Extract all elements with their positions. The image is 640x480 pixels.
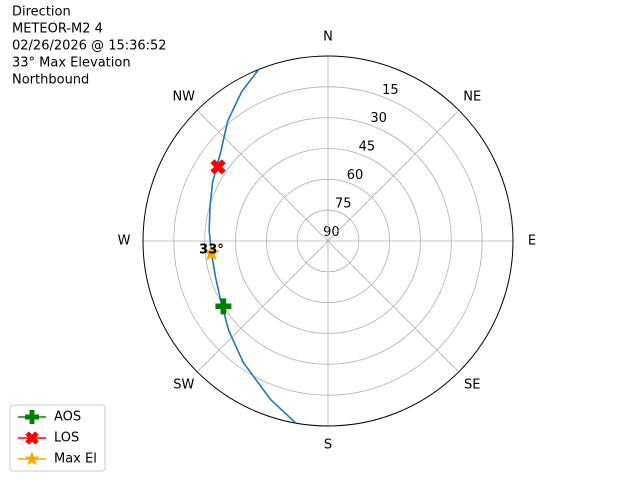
annotation: 33° [199, 243, 224, 258]
title-line: 02/26/2026 @ 15:36:52 [12, 39, 167, 54]
legend-marker [25, 410, 39, 424]
marker [203, 244, 220, 261]
theta-tick-label: E [528, 234, 536, 249]
r-tick-label: 30 [370, 111, 387, 126]
theta-tick-label: S [324, 438, 332, 453]
legend-label: Max El [54, 452, 97, 467]
grid-spoke [196, 240, 329, 373]
theta-tick-label: NE [463, 89, 481, 104]
legend-marker [25, 431, 39, 445]
r-tick-label: 15 [382, 83, 399, 98]
legend-label: AOS [54, 410, 81, 425]
r-tick-label: 90 [323, 225, 340, 240]
marker [215, 298, 232, 315]
title-line: 33° Max Elevation [12, 56, 131, 71]
legend-label: LOS [54, 431, 79, 446]
plot-border [142, 55, 514, 427]
legend-marker [24, 451, 40, 466]
r-tick-label: 75 [335, 197, 352, 212]
r-tick-label: 60 [347, 168, 364, 183]
theta-tick-label: SE [464, 378, 480, 393]
marker [210, 159, 226, 175]
r-tick-label: 45 [359, 140, 376, 155]
theta-tick-label: NW [172, 89, 195, 104]
theta-tick-label: SW [173, 378, 194, 393]
track-line [208, 69, 297, 424]
title-line: Northbound [12, 73, 89, 88]
grid-spoke [196, 109, 329, 242]
title-line: Direction [12, 5, 71, 20]
grid-spoke [327, 240, 460, 373]
grid-spoke [327, 109, 460, 242]
theta-tick-label: N [323, 30, 333, 45]
title-line: METEOR-M2 4 [12, 22, 103, 37]
theta-tick-label: W [118, 234, 131, 249]
